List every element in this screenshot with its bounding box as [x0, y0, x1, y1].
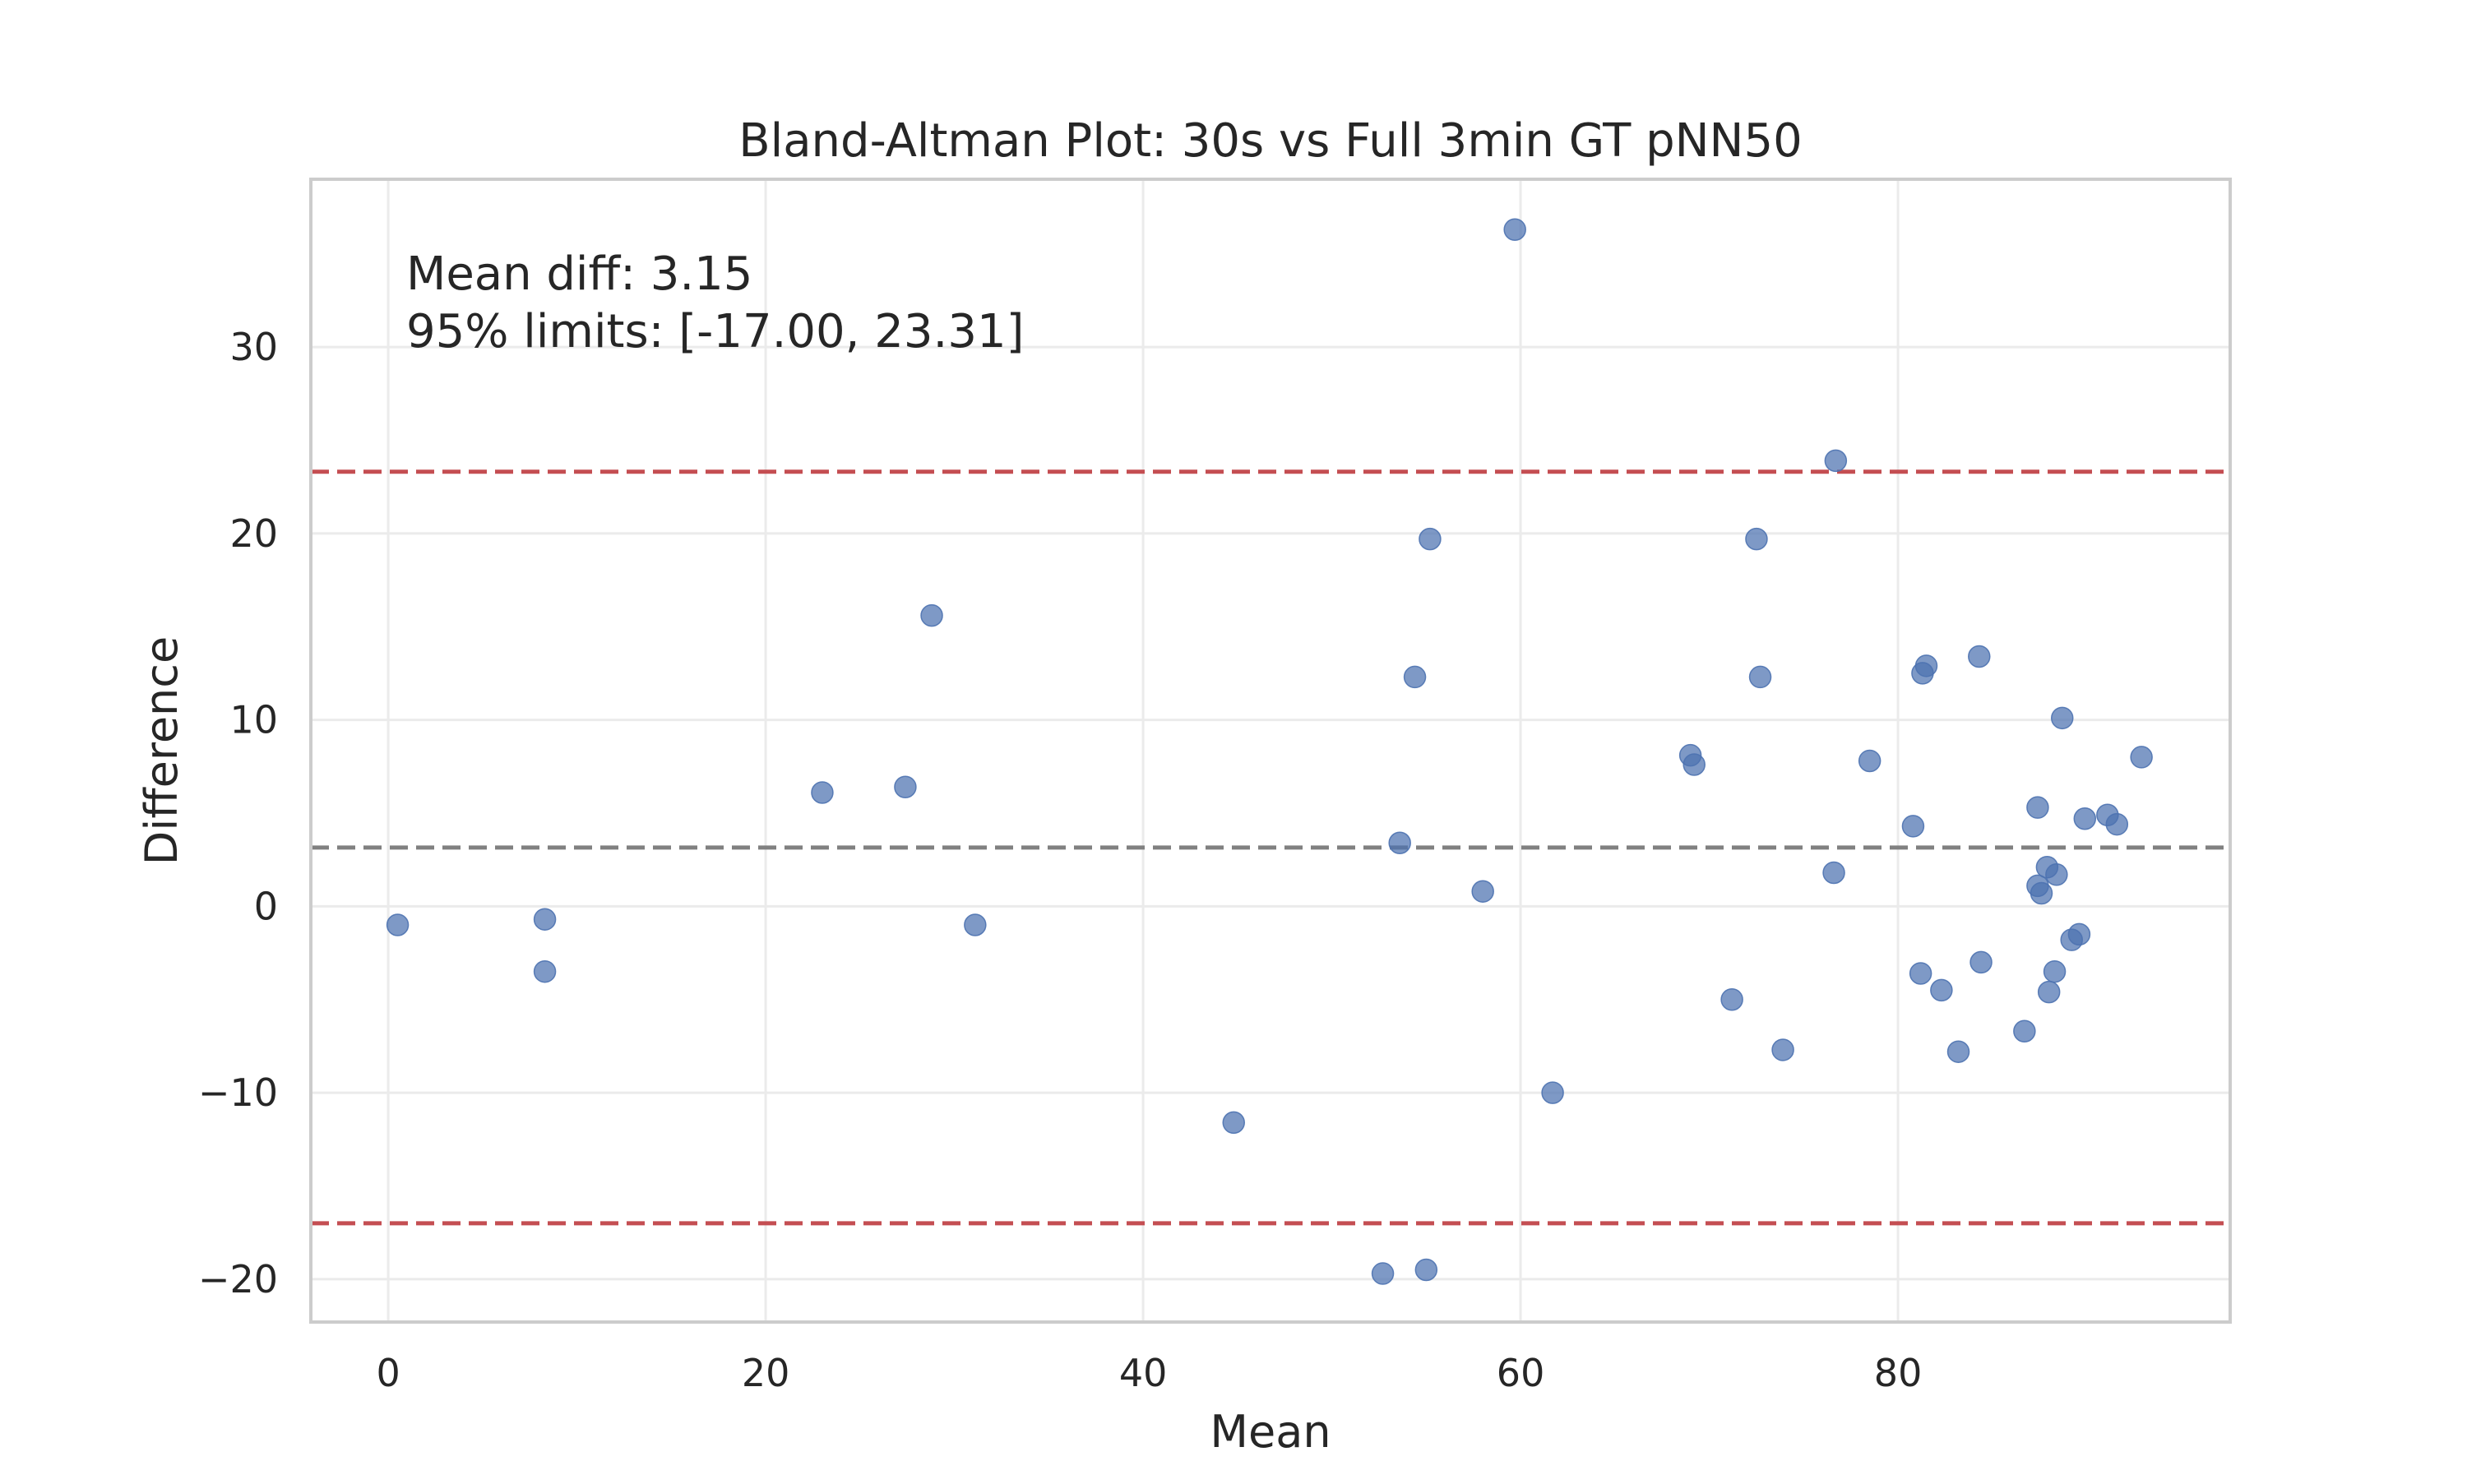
data-point	[2037, 980, 2061, 1004]
y-tick-label: 10	[229, 698, 278, 742]
y-tick-label: −20	[198, 1257, 278, 1301]
x-tick-label: 80	[1874, 1351, 1923, 1395]
y-axis-label: Difference	[136, 636, 187, 865]
x-axis-label: Mean	[1210, 1406, 1331, 1458]
data-point	[1388, 831, 1411, 854]
data-point	[1419, 527, 1442, 551]
data-point	[1909, 962, 1932, 985]
data-point	[1930, 978, 1953, 1002]
x-tick-label: 40	[1119, 1351, 1168, 1395]
data-point	[1822, 861, 1845, 885]
data-point	[386, 913, 410, 936]
data-point	[2073, 807, 2097, 830]
y-tick-label: 20	[229, 511, 278, 556]
data-point	[1222, 1111, 1245, 1135]
data-point	[1901, 815, 1925, 838]
data-point	[1403, 665, 1427, 689]
data-point	[1745, 527, 1768, 551]
data-point	[1914, 654, 1938, 677]
data-point	[1541, 1081, 1564, 1104]
data-point	[1682, 753, 1706, 776]
data-point	[1771, 1038, 1794, 1061]
chart-title: Bland-Altman Plot: 30s vs Full 3min GT p…	[738, 114, 1802, 168]
data-point	[1414, 1258, 1438, 1282]
data-point	[1720, 987, 1743, 1011]
y-tick-label: 30	[229, 325, 278, 369]
y-tick-label: −10	[198, 1070, 278, 1115]
data-point	[2043, 959, 2067, 983]
x-tick-label: 0	[376, 1351, 400, 1395]
data-point	[1946, 1040, 1970, 1063]
x-tick-label: 20	[742, 1351, 790, 1395]
data-point	[1824, 449, 1848, 473]
x-tick-labels: 0 20 40 60 80	[376, 1351, 1922, 1395]
data-point	[1471, 880, 1494, 903]
data-point	[2013, 1019, 2036, 1043]
data-point	[811, 781, 834, 804]
data-point	[2030, 881, 2053, 905]
mean-diff-annotation: Mean diff: 3.15	[406, 247, 752, 301]
data-point	[1969, 950, 1993, 974]
grid-lines	[311, 179, 2230, 1322]
data-point	[894, 775, 917, 798]
limits-annotation: 95% limits: [-17.00, 23.31]	[406, 305, 1024, 358]
data-points	[386, 218, 2153, 1285]
data-point	[2045, 863, 2068, 886]
y-tick-label: 0	[254, 884, 278, 928]
data-point	[2026, 796, 2049, 819]
data-point	[1968, 645, 1991, 668]
data-point	[1503, 218, 1526, 241]
y-tick-labels: −20 −10 0 10 20 30	[198, 325, 278, 1301]
data-point	[1371, 1262, 1395, 1285]
reference-lines	[311, 469, 2230, 1226]
data-point	[1748, 665, 1772, 689]
x-tick-label: 60	[1497, 1351, 1545, 1395]
data-point	[2067, 922, 2091, 946]
data-point	[964, 913, 987, 936]
plot-frame	[309, 178, 2232, 1324]
data-point	[533, 959, 557, 983]
data-point	[2130, 746, 2153, 769]
data-point	[1858, 749, 1881, 773]
data-point	[2050, 706, 2074, 730]
data-point	[533, 908, 557, 931]
data-point	[2105, 812, 2129, 836]
data-point	[920, 603, 943, 627]
